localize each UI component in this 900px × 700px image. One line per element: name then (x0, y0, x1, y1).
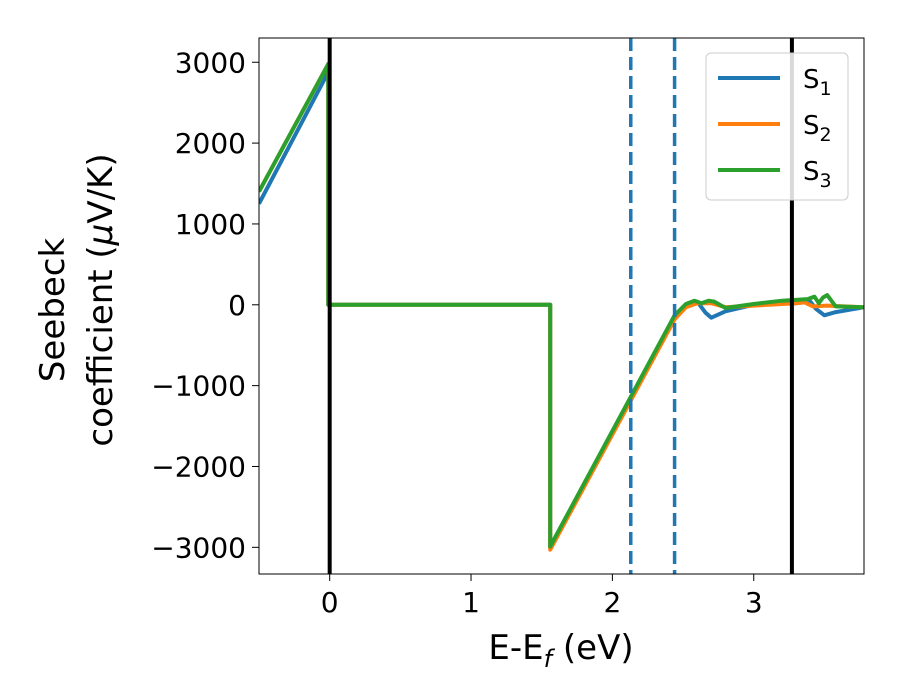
y-tick-label: −3000 (151, 531, 246, 564)
y-tick-label: −1000 (151, 370, 246, 403)
legend-box (705, 52, 849, 201)
x-tick-label: 2 (603, 586, 621, 619)
x-axis-label: E-Ef (eV) (488, 628, 633, 673)
y-tick-label: 2000 (175, 127, 246, 160)
plot-frame (258, 37, 865, 575)
x-tick-label: 3 (745, 586, 763, 619)
y-tick-label: 0 (228, 289, 246, 322)
y-tick-label: 3000 (175, 46, 246, 79)
legend: S1 S2 S3 (705, 52, 849, 201)
series-line-s3 (259, 61, 864, 549)
y-tick-label: −2000 (151, 450, 246, 483)
y-axis-label: Seebeck (33, 238, 73, 383)
legend-label-s3: S3 (803, 157, 832, 192)
x-tick-label: 0 (321, 586, 339, 619)
legend-label-s1: S1 (803, 65, 832, 100)
y-tick-label: 1000 (175, 208, 246, 241)
legend-label-s2: S2 (803, 111, 832, 146)
y-axis-label-line2: coefficient (μV/K) (81, 153, 121, 446)
x-tick-label: 1 (462, 586, 480, 619)
plot-lines (259, 61, 864, 552)
axis-ticks: 0 1 2 3 −3000 −2000 −1000 0 1000 2000 3000 (151, 46, 762, 619)
